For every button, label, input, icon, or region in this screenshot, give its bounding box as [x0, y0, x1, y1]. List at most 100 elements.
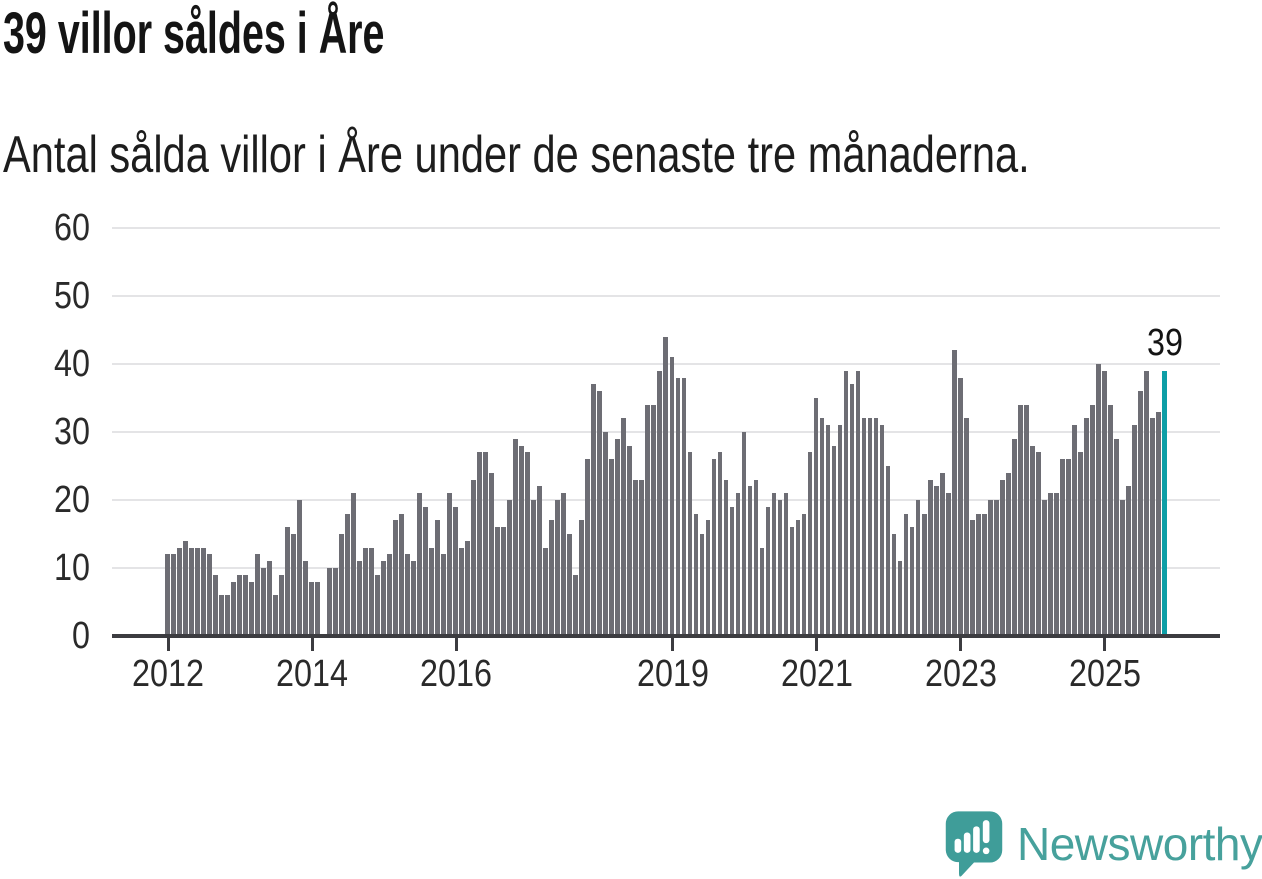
- logo-bar-1: [954, 838, 962, 853]
- bar: [537, 486, 543, 636]
- bar: [579, 520, 585, 636]
- bar: [501, 527, 507, 636]
- bar: [417, 493, 422, 636]
- bar: [1017, 404, 1023, 636]
- bar: [657, 370, 663, 636]
- bar: [327, 568, 332, 636]
- bar: [645, 404, 651, 636]
- bar: [333, 568, 338, 636]
- bar: [399, 513, 404, 636]
- bar: [987, 500, 993, 636]
- bar: [861, 418, 867, 636]
- bar: [1155, 411, 1161, 636]
- bar: [813, 398, 819, 636]
- bar: [867, 418, 873, 636]
- bar: [381, 561, 386, 636]
- bar: [651, 404, 657, 636]
- bar: [765, 506, 771, 636]
- bar: [1059, 459, 1065, 636]
- bar: [519, 445, 525, 636]
- bar: [627, 445, 633, 636]
- bar: [699, 534, 705, 636]
- bar: [207, 554, 212, 636]
- bar: [393, 520, 398, 636]
- logo-exclamation-stem: [982, 820, 990, 844]
- bar: [201, 547, 206, 636]
- x-tick-mark: [1103, 638, 1107, 651]
- bar: [285, 527, 290, 636]
- axis-baseline: [112, 634, 1220, 638]
- bar: [231, 581, 236, 636]
- bar: [597, 391, 603, 636]
- bar: [309, 581, 314, 636]
- bar: [195, 547, 200, 636]
- bar: [375, 574, 380, 636]
- bar: [969, 520, 975, 636]
- bar: [603, 432, 609, 636]
- x-tick-label: 2014: [276, 653, 349, 695]
- bar: [915, 500, 921, 636]
- bar: [759, 547, 765, 636]
- bar: [1029, 445, 1035, 636]
- bar: [825, 425, 831, 636]
- bar: [483, 452, 489, 636]
- bar: [681, 377, 687, 636]
- bar: [1125, 486, 1131, 636]
- bar: [267, 561, 272, 636]
- newsworthy-wordmark: Newsworthy: [1017, 818, 1262, 870]
- bar: [531, 500, 537, 636]
- bar: [885, 466, 891, 636]
- bar: [669, 357, 675, 636]
- bar: [741, 432, 747, 636]
- bar: [345, 513, 350, 636]
- chart-subtitle: Antal sålda villor i Åre under de senast…: [3, 126, 1030, 184]
- gridline: [112, 227, 1220, 229]
- bar: [1113, 438, 1119, 636]
- x-tick-mark: [310, 638, 314, 651]
- bar: [981, 513, 987, 636]
- y-tick-label: 30: [54, 411, 90, 453]
- bar: [453, 506, 459, 636]
- bar: [1089, 404, 1095, 636]
- bar: [1053, 493, 1059, 636]
- bar: [429, 547, 434, 636]
- bar: [273, 595, 278, 636]
- bar: [189, 547, 194, 636]
- bar: [243, 574, 248, 636]
- bar: [219, 595, 224, 636]
- bar: [495, 527, 501, 636]
- bar: [261, 568, 266, 636]
- bar: [747, 486, 753, 636]
- bar: [513, 438, 519, 636]
- bar: [1101, 370, 1107, 636]
- x-tick-mark: [454, 638, 458, 651]
- x-tick-mark: [815, 638, 819, 651]
- bar: [1095, 364, 1101, 636]
- chart-title: 39 villor såldes i Åre: [3, 1, 385, 66]
- bar: [1137, 391, 1143, 636]
- bar: [555, 500, 561, 636]
- bar: [873, 418, 879, 636]
- bar: [933, 486, 939, 636]
- bar: [801, 513, 807, 636]
- bar: [573, 574, 579, 636]
- bar: [1077, 452, 1083, 636]
- bar: [939, 472, 945, 636]
- bar: [735, 493, 741, 636]
- bar: [363, 547, 368, 636]
- bar: [687, 452, 693, 636]
- x-tick-mark: [959, 638, 963, 651]
- bar: [1035, 452, 1041, 636]
- bar: [615, 438, 621, 636]
- bar: [921, 513, 927, 636]
- logo-bar-3: [973, 826, 980, 853]
- bar: [957, 377, 963, 636]
- bar: [171, 554, 176, 636]
- bar: [909, 527, 915, 636]
- newsworthy-logo-icon: [945, 811, 1003, 877]
- y-tick-label: 60: [54, 207, 90, 249]
- bar: [1149, 418, 1155, 636]
- x-tick-label: 2016: [420, 653, 493, 695]
- bar: [339, 534, 344, 636]
